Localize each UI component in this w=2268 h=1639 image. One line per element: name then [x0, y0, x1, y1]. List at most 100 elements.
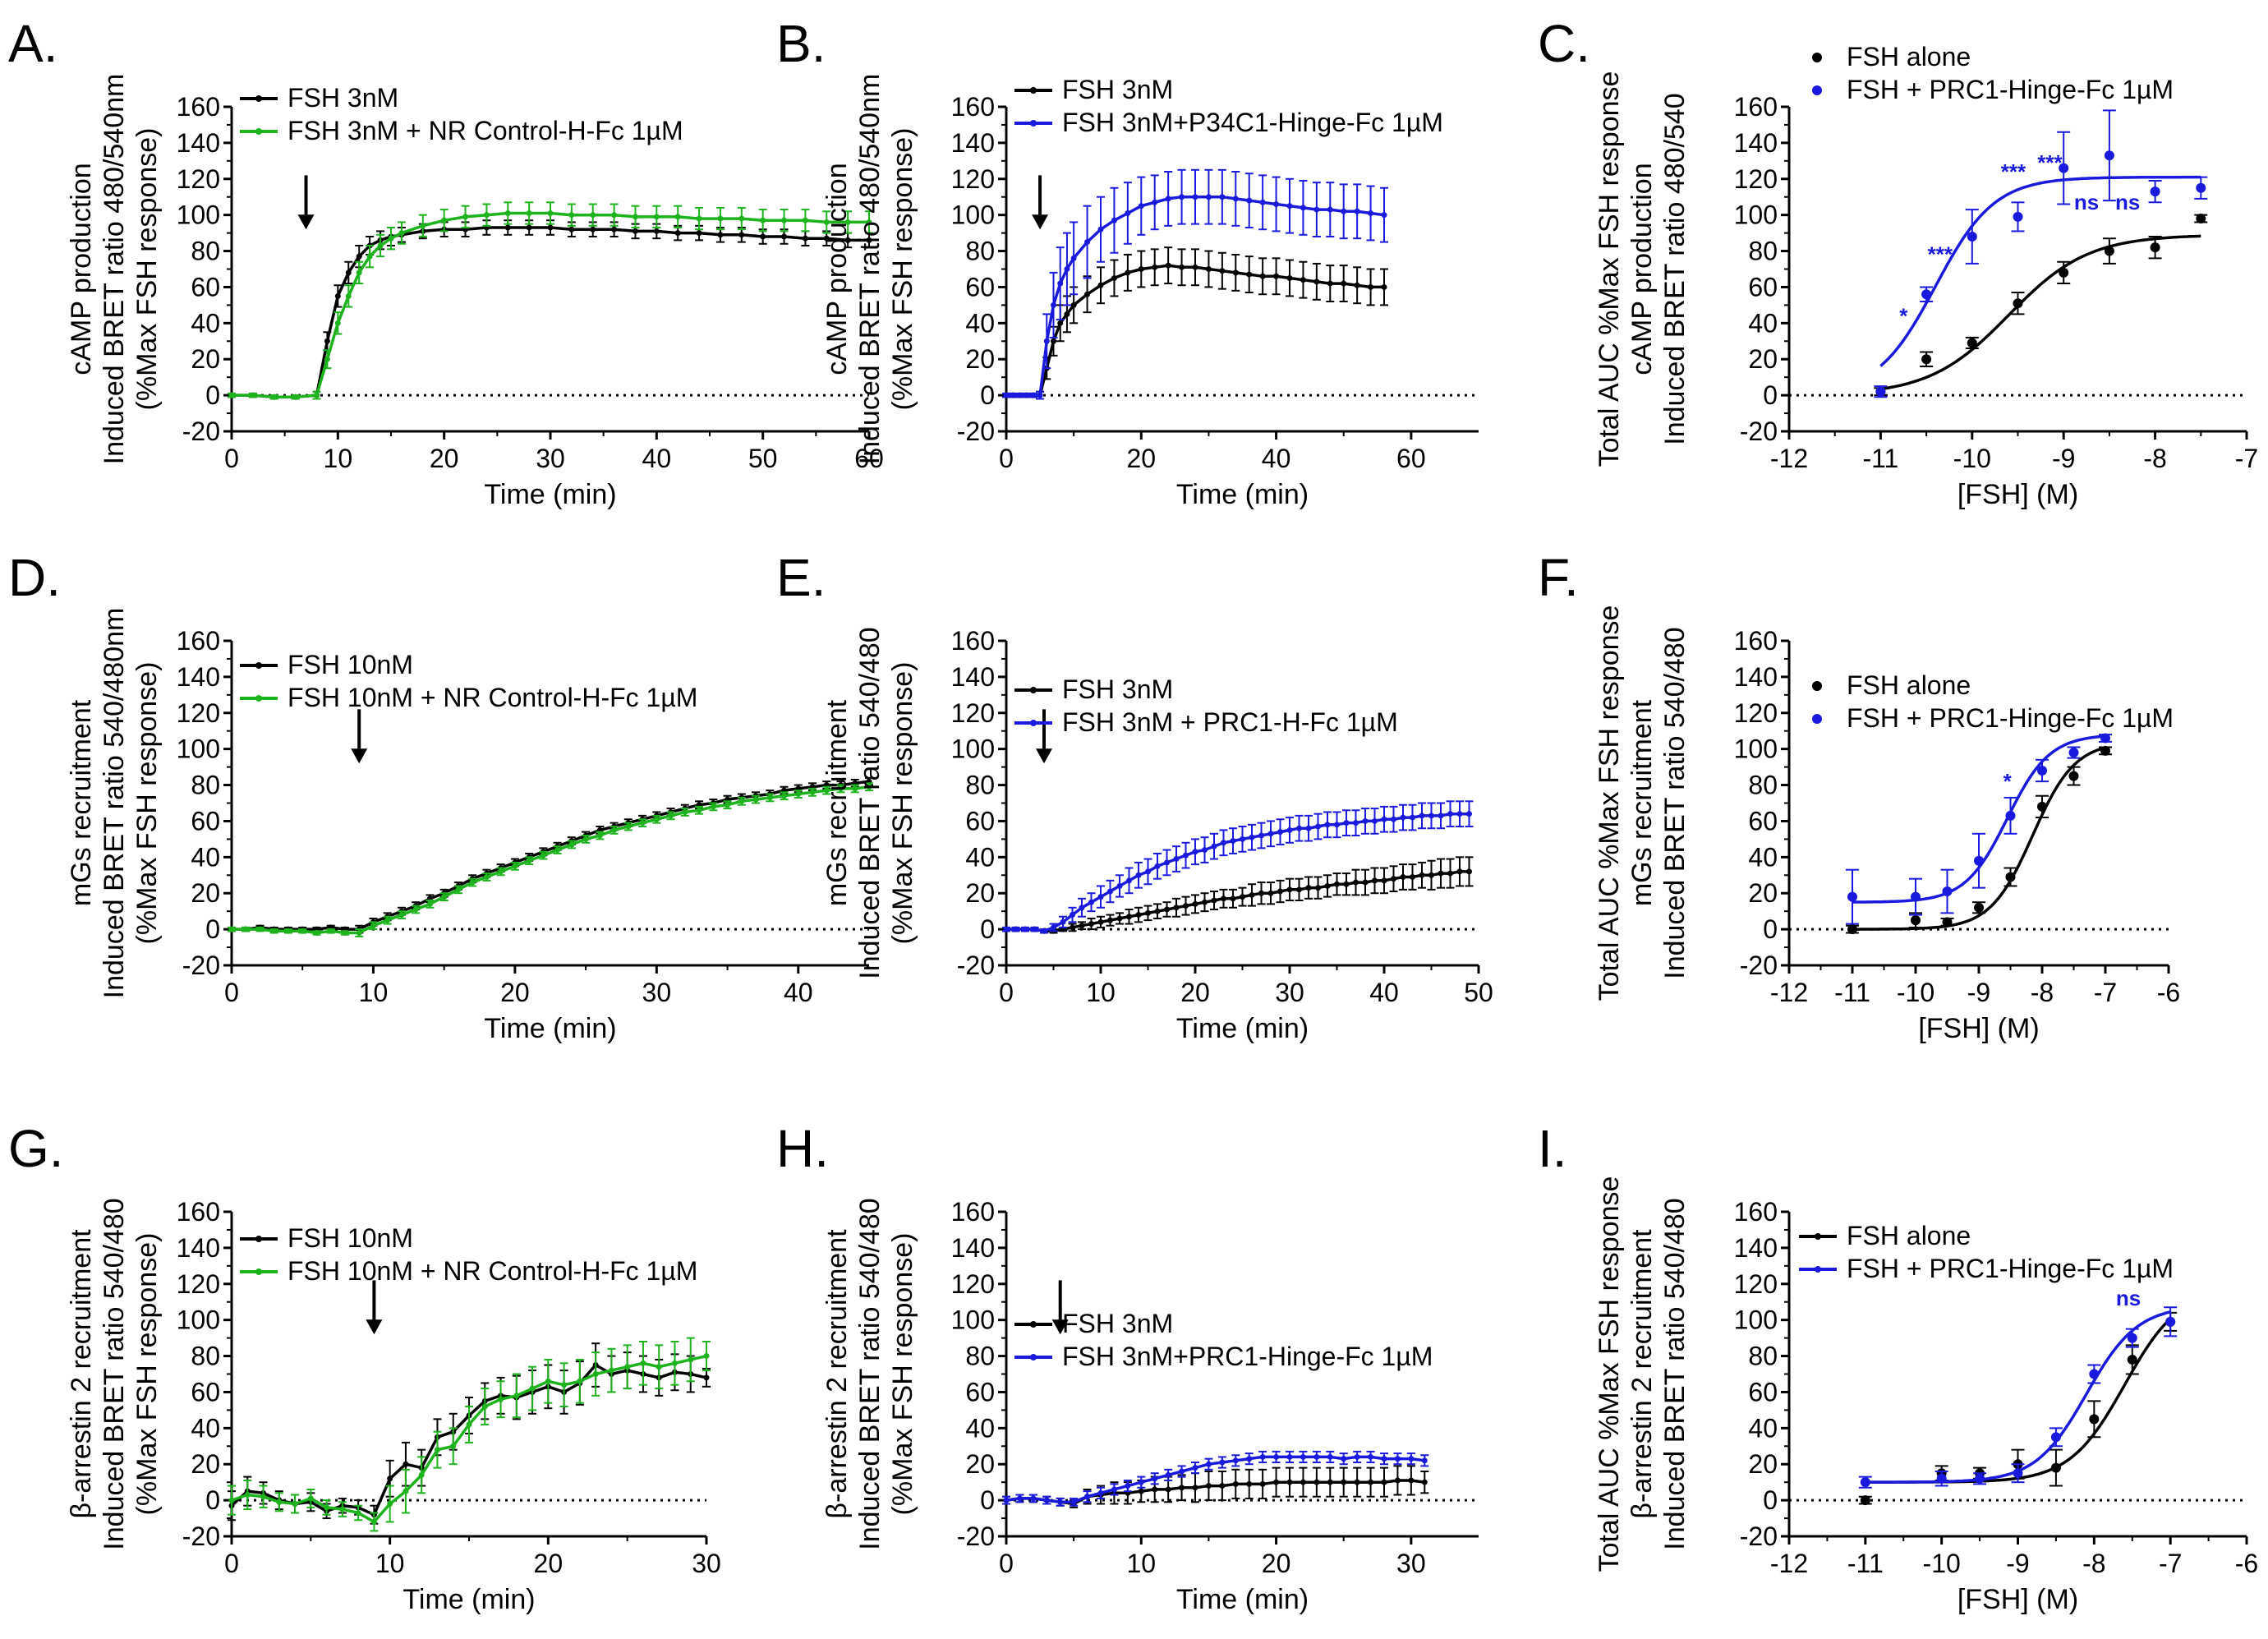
data-point [1219, 194, 1226, 200]
y-tick-label: 80 [191, 237, 220, 266]
y-tick-label: 160 [1734, 626, 1778, 656]
series-line [1005, 1455, 1425, 1504]
data-point [1273, 201, 1280, 207]
data-point [1249, 834, 1255, 840]
x-tick-label: 10 [359, 978, 389, 1007]
series-line [1006, 264, 1384, 397]
legend-marker [255, 128, 262, 135]
data-point [568, 226, 575, 232]
x-tick-label: 10 [375, 1549, 405, 1578]
data-point [1138, 1488, 1144, 1494]
data-point [866, 784, 872, 790]
y-tick-label: 60 [191, 806, 220, 836]
data-point [766, 794, 773, 801]
y-tick-label: -20 [182, 951, 220, 980]
data-point [781, 217, 788, 223]
y-tick-label: 160 [951, 1197, 995, 1227]
x-tick-label: 0 [999, 978, 1014, 1007]
data-point [1152, 264, 1158, 270]
data-point [1305, 825, 1312, 831]
data-point [1240, 894, 1245, 900]
x-tick-label: 50 [1464, 978, 1493, 1007]
data-point [398, 230, 405, 237]
y-tick-label: 20 [1748, 1449, 1778, 1479]
y-tick-label: 100 [177, 200, 220, 230]
panel-label: I. [1538, 1119, 1567, 1178]
y-axis-title-line-3: (%Max FSH response) [887, 662, 918, 945]
data-point [1967, 338, 1977, 348]
data-point [852, 785, 858, 792]
data-point [1258, 890, 1264, 896]
data-point [1088, 899, 1094, 905]
x-tick-label: 30 [692, 1549, 721, 1578]
y-tick-label: -20 [957, 951, 995, 980]
x-axis-title: [FSH] (M) [1918, 1013, 2039, 1044]
data-point [1327, 280, 1333, 287]
y-tick-label: 40 [965, 842, 995, 872]
data-point [512, 863, 518, 869]
data-point [1341, 1456, 1347, 1462]
y-tick-label: 160 [177, 626, 220, 656]
y-tick-label: 60 [1748, 272, 1778, 302]
stimulation-arrow-head [1032, 214, 1049, 230]
y-tick-label: 80 [965, 237, 995, 266]
data-point [1219, 1483, 1226, 1489]
data-point [1381, 877, 1387, 884]
y-tick-label: 20 [191, 878, 220, 908]
data-point [1975, 1473, 1985, 1484]
data-point [1259, 1453, 1266, 1460]
legend-marker [255, 1236, 262, 1242]
data-point [611, 226, 618, 232]
y-axis-title-line-3: Induced BRET ratio 540/480 [1659, 1198, 1691, 1549]
legend-label: FSH alone [1847, 42, 1971, 71]
fit-curve [1852, 746, 2106, 931]
data-point [1202, 847, 1208, 854]
data-point [1041, 928, 1047, 934]
data-point [1211, 897, 1217, 904]
data-point [1013, 926, 1019, 932]
data-point [2104, 246, 2114, 256]
stimulation-arrow-head [366, 1319, 383, 1335]
data-point [285, 928, 292, 934]
series-line [232, 226, 869, 399]
data-point [1116, 915, 1123, 922]
data-point [244, 1492, 251, 1499]
data-point [228, 926, 235, 932]
data-point [1003, 926, 1010, 932]
data-point [1135, 912, 1142, 918]
data-point [1192, 194, 1198, 200]
data-point [498, 868, 504, 875]
y-tick-label: 40 [1748, 308, 1778, 338]
legend-marker [1030, 1321, 1037, 1328]
data-point [1165, 1486, 1171, 1493]
data-point [1942, 886, 1953, 897]
data-point [1107, 917, 1113, 923]
data-point [299, 928, 306, 934]
data-point [1173, 856, 1180, 863]
y-axis-title-line-2: Induced BRET ratio 540/480 [854, 1198, 886, 1549]
data-point [1084, 1494, 1091, 1500]
data-point [624, 1364, 631, 1370]
data-point [1138, 203, 1144, 209]
significance-label: ns [2116, 1286, 2141, 1310]
x-tick-label: -6 [2157, 978, 2180, 1007]
data-point [632, 228, 638, 234]
series-2 [1874, 109, 2208, 398]
data-point [611, 826, 618, 833]
data-point [526, 209, 532, 216]
data-point [1043, 1497, 1050, 1503]
data-point [498, 1396, 504, 1402]
significance-label: * [2003, 769, 2013, 794]
y-tick-label: 80 [191, 1342, 220, 1371]
y-tick-label: 0 [1763, 914, 1778, 944]
y-tick-label: 140 [177, 1233, 220, 1263]
data-point [441, 217, 448, 223]
data-point [1313, 206, 1320, 213]
x-tick-label: -9 [2052, 444, 2075, 473]
y-tick-label: 20 [965, 344, 995, 374]
panel-label: H. [776, 1119, 829, 1178]
x-tick-label: 10 [1086, 978, 1116, 1007]
legend-label: FSH 3nM [1062, 75, 1173, 104]
significance-label: ns [2074, 190, 2099, 214]
